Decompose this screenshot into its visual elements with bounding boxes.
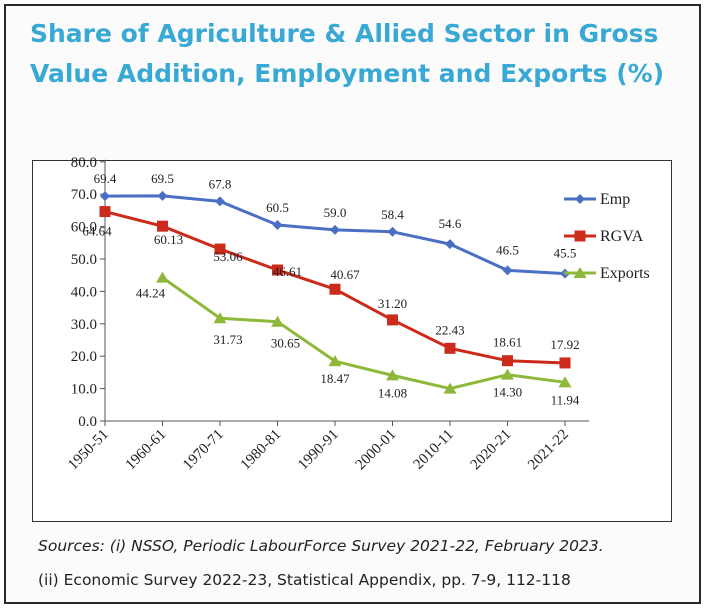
data-point-rgva [329, 283, 341, 295]
data-point-exports [156, 271, 169, 283]
data-point-exports [558, 376, 572, 388]
data-label-exports: 31.73 [213, 332, 242, 347]
data-label-rgva: 46.61 [273, 264, 302, 279]
data-point-exports [386, 369, 399, 381]
data-label-exports: 30.65 [271, 336, 300, 351]
data-label-rgva: 22.43 [435, 322, 464, 337]
y-tick-label: 40.0 [71, 284, 97, 300]
x-tick-label: 1980-81 [238, 427, 285, 474]
data-label-emp: 59.0 [324, 205, 347, 220]
data-point-rgva [99, 206, 111, 218]
data-label-emp: 46.5 [496, 242, 519, 257]
x-tick-label: 2000-01 [353, 427, 400, 474]
data-label-emp: 54.6 [439, 216, 462, 231]
legend-label-exports: Exports [600, 265, 650, 282]
data-label-exports: 18.47 [320, 371, 350, 386]
data-label-rgva: 53.06 [213, 249, 243, 264]
x-tick-label: 2010-11 [411, 427, 457, 473]
y-tick-label: 70.0 [71, 187, 97, 203]
data-label-emp: 60.5 [266, 200, 289, 215]
data-label-rgva: 40.67 [330, 267, 360, 282]
data-point-emp [502, 265, 513, 276]
series-line-exports [161, 276, 566, 391]
data-label-exports: 11.94 [551, 392, 580, 407]
data-label-exports: 14.08 [378, 385, 407, 400]
data-point-emp [157, 190, 168, 201]
legend-marker-rgva [574, 230, 586, 242]
data-label-emp: 58.4 [381, 207, 404, 222]
y-tick-label: 0.0 [78, 414, 97, 430]
data-label-emp: 67.8 [209, 176, 232, 191]
y-tick-label: 80.0 [71, 155, 97, 171]
data-label-emp: 69.4 [94, 171, 117, 186]
data-label-exports: 14.30 [493, 385, 522, 400]
y-tick-label: 30.0 [71, 317, 97, 333]
x-tick-label: 2021-22 [525, 427, 572, 474]
data-point-emp [215, 196, 225, 207]
legend-marker-emp [575, 194, 585, 204]
data-label-rgva: 64.64 [82, 224, 112, 239]
data-point-rgva [157, 220, 168, 232]
data-point-emp [330, 224, 340, 235]
data-point-exports [501, 368, 514, 380]
data-point-exports [213, 312, 227, 324]
y-tick-label: 50.0 [71, 252, 97, 268]
data-label-rgva: 18.61 [493, 335, 522, 350]
data-point-rgva [502, 355, 513, 367]
data-label-rgva: 17.92 [550, 337, 579, 352]
data-point-rgva [272, 264, 283, 276]
data-label-emp: 45.5 [554, 246, 577, 261]
source-note-2: (ii) Economic Survey 2022-23, Statistica… [38, 571, 571, 589]
x-tick-label: 1950-51 [65, 427, 112, 474]
legend-marker-exports [573, 267, 587, 278]
data-point-emp [445, 239, 455, 250]
y-tick-label: 20.0 [71, 349, 97, 365]
data-point-exports [328, 355, 342, 367]
data-label-exports: 44.24 [136, 286, 166, 301]
data-label-rgva: 60.13 [154, 232, 183, 247]
data-point-emp [100, 191, 110, 202]
x-tick-label: 1970-71 [180, 427, 227, 474]
x-tick-label: 1960-61 [123, 427, 170, 474]
data-point-emp [272, 219, 283, 230]
data-point-exports [443, 382, 457, 394]
data-label-rgva: 31.20 [378, 296, 407, 311]
data-point-rgva [387, 314, 398, 326]
data-point-emp [387, 226, 398, 237]
legend-label-emp: Emp [600, 191, 630, 208]
x-tick-label: 1990-91 [295, 427, 342, 474]
legend-label-rgva: RGVA [600, 228, 644, 245]
data-point-rgva [444, 342, 456, 354]
data-label-emp: 69.5 [151, 171, 174, 186]
data-point-rgva [559, 357, 571, 369]
data-point-exports [271, 315, 284, 327]
source-note-1: Sources: (i) NSSO, Periodic LabourForce … [38, 537, 604, 555]
x-tick-label: 2020-21 [468, 427, 515, 474]
y-tick-label: 60.0 [71, 220, 97, 236]
data-point-rgva [214, 243, 226, 255]
chart-title: Share of Agriculture & Allied Sector in … [30, 19, 665, 88]
y-tick-label: 10.0 [71, 382, 97, 398]
